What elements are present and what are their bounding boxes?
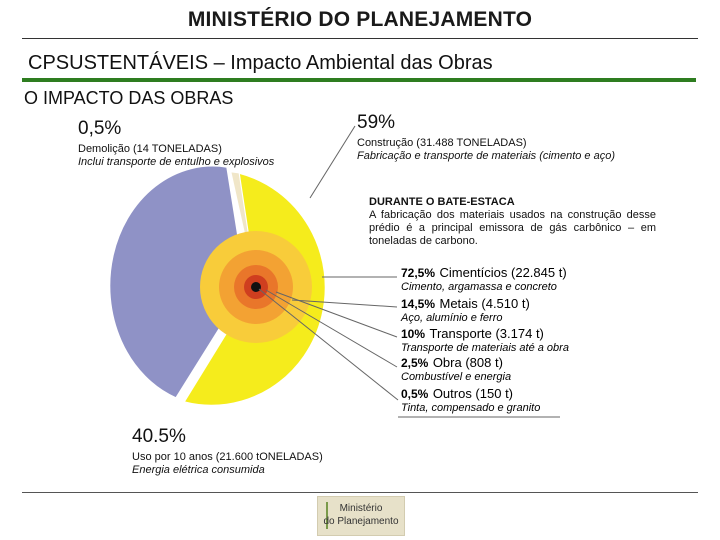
- section-title: O IMPACTO DAS OBRAS: [24, 88, 234, 108]
- pile-driving-title: DURANTE O BATE-ESTACA: [369, 196, 515, 208]
- material-name: Metais (4.510 t): [439, 296, 530, 311]
- construction-percent: 59%: [357, 112, 396, 133]
- use-slice: [108, 165, 247, 399]
- green-divider: [22, 78, 696, 82]
- material-desc: Aço, alumínio e ferro: [401, 312, 503, 324]
- ring-others: [251, 282, 261, 292]
- ministry-logo: Ministério do Planejamento: [317, 496, 405, 536]
- leader-transport: [275, 291, 398, 338]
- material-item-transport: 10% Transporte (3.174 t): [401, 325, 544, 343]
- demolition-note: Inclui transporte de entulho e explosivo…: [78, 156, 275, 168]
- material-desc: Transporte de materiais até a obra: [401, 342, 569, 354]
- material-item-others: 0,5% Outros (150 t): [401, 385, 513, 403]
- material-desc: Combustível e energia: [401, 371, 512, 383]
- material-percent: 14,5%: [401, 297, 436, 311]
- header-divider: [22, 38, 698, 39]
- page-title: MINISTÉRIO DO PLANEJAMENTO: [187, 8, 533, 31]
- construction-note: Fabricação e transporte de materiais (ci…: [357, 150, 616, 162]
- pile-driving-block: DURANTE O BATE-ESTACA A fabricação dos m…: [369, 196, 656, 248]
- use-label: Uso por 10 anos (21.600 tONELADAS): [132, 451, 323, 463]
- leader-work: [265, 289, 398, 368]
- leader-construction: [309, 125, 356, 199]
- pile-driving-text: A fabricação dos materiais usados na con…: [369, 209, 656, 247]
- footer-divider: [22, 492, 698, 493]
- material-percent: 0,5%: [401, 387, 429, 401]
- use-note: Energia elétrica consumida: [132, 464, 265, 476]
- material-item-cementitious: 72,5% Cimentícios (22.845 t): [401, 264, 567, 282]
- leader-others: [258, 288, 399, 401]
- use-percent: 40.5%: [132, 426, 186, 447]
- material-name: Obra (808 t): [432, 355, 503, 370]
- demolition-percent: 0,5%: [78, 118, 122, 139]
- material-name: Outros (150 t): [432, 386, 514, 401]
- demolition-label: Demolição (14 TONELADAS): [78, 143, 222, 155]
- material-name: Cimentícios (22.845 t): [439, 265, 567, 280]
- material-percent: 10%: [401, 327, 426, 341]
- material-desc: Tinta, compensado e granito: [401, 402, 541, 414]
- material-item-work: 2,5% Obra (808 t): [401, 354, 503, 372]
- material-percent: 2,5%: [401, 356, 429, 370]
- page-subtitle: CPSUSTENTÁVEIS – Impacto Ambiental das O…: [28, 52, 493, 74]
- logo-text: Ministério do Planejamento: [318, 502, 404, 528]
- logo-line-2: do Planejamento: [323, 516, 399, 527]
- construction-label: Construção (31.488 TONELADAS): [357, 137, 527, 149]
- material-percent: 72,5%: [401, 266, 436, 280]
- material-desc: Cimento, argamassa e concreto: [401, 281, 557, 293]
- leader-metals: [291, 299, 398, 308]
- material-name: Transporte (3.174 t): [429, 326, 544, 341]
- material-item-metals: 14,5% Metais (4.510 t): [401, 295, 530, 313]
- logo-line-1: Ministério: [339, 503, 383, 514]
- logo-accent-bar: [326, 502, 328, 529]
